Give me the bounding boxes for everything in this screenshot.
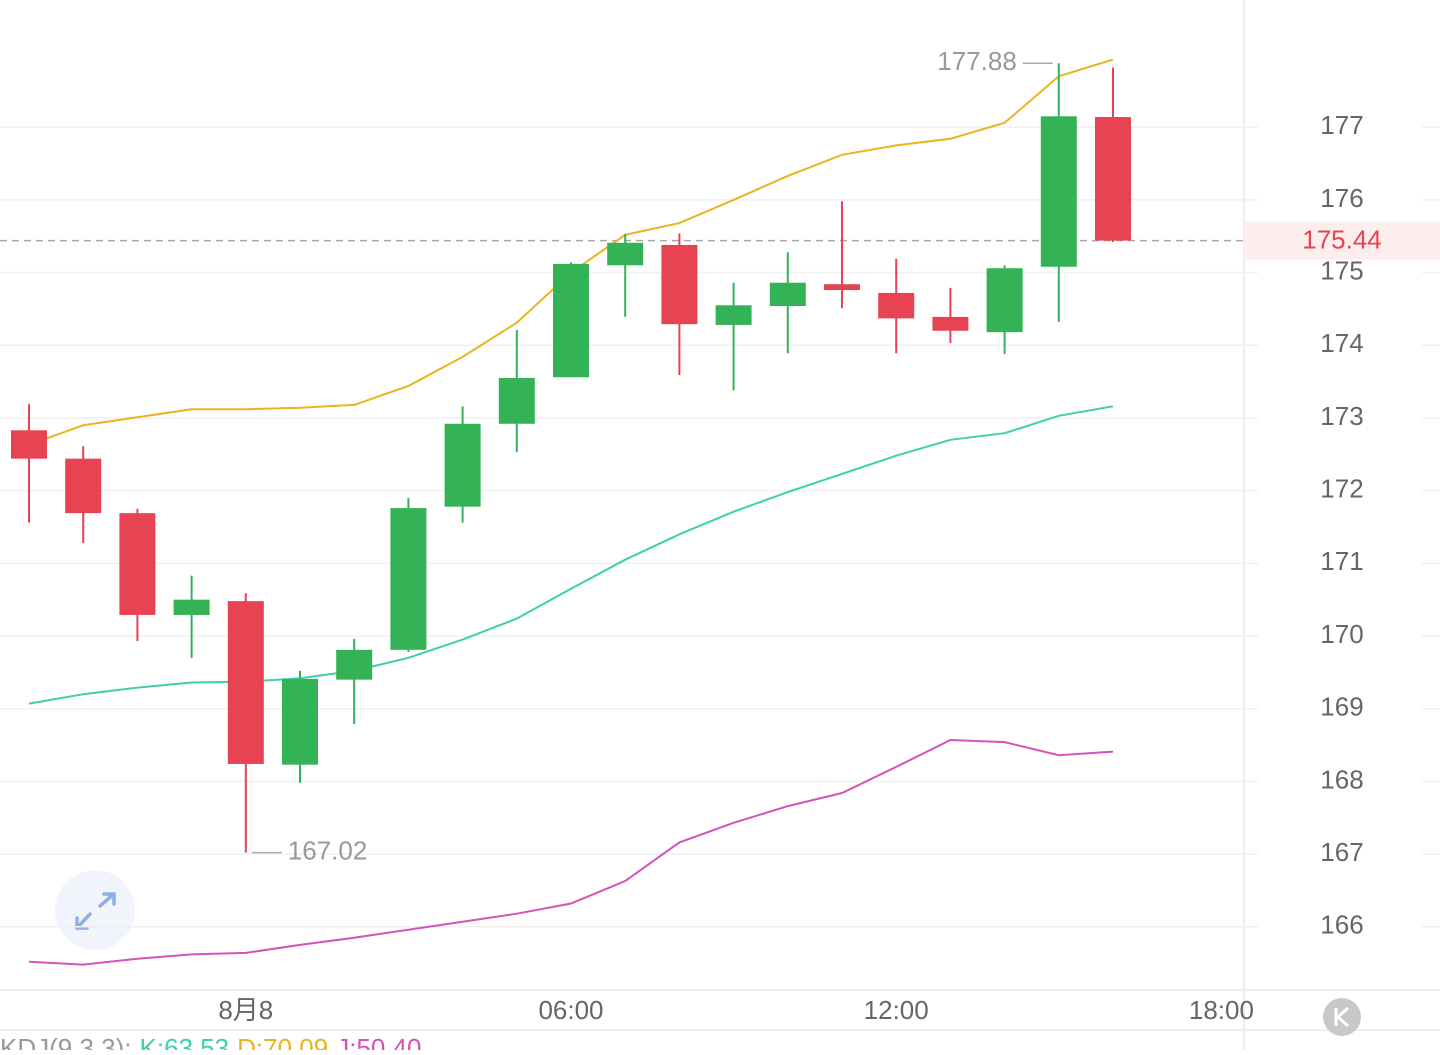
last-price-bg (1244, 221, 1440, 260)
candle-body (498, 377, 535, 424)
band-line (28, 58, 1114, 446)
indicator-value: J:50.40 (336, 1033, 421, 1050)
y-tick-label: 168 (1320, 764, 1363, 794)
candle-body (769, 282, 806, 307)
candle-body (336, 649, 373, 680)
y-tick-label: 166 (1320, 910, 1363, 940)
x-tick-label: 18:00 (1189, 995, 1254, 1025)
candle-body (1095, 117, 1131, 241)
y-tick-label: 167 (1320, 837, 1363, 867)
indicator-label: KDJ(9,3,3): (0, 1033, 132, 1050)
candle-body (661, 244, 698, 325)
candle-body (607, 242, 644, 266)
indicator-value: K:63.53 (140, 1033, 230, 1050)
candle-body (878, 292, 915, 319)
y-tick-label: 170 (1320, 619, 1363, 649)
candle-body (932, 316, 969, 331)
candle-body (715, 305, 752, 325)
x-tick-label: 06:00 (538, 995, 603, 1025)
y-tick-label: 176 (1320, 183, 1363, 213)
candle-body (173, 599, 210, 615)
candle-body (553, 263, 589, 378)
high-label: 177.88 (937, 46, 1017, 76)
k-bg (1323, 998, 1361, 1036)
indicator: KDJ(9,3,3): K:63.53 D:70.09 J:50.40 (0, 1033, 422, 1050)
expand-icon (75, 892, 116, 930)
band-line (28, 738, 1114, 966)
candle-body (444, 423, 481, 507)
candle-body (986, 268, 1023, 333)
k-button[interactable] (1323, 998, 1361, 1036)
candle-body (119, 513, 156, 615)
y-tick-label: 173 (1320, 401, 1363, 431)
low-label: 167.02 (288, 835, 368, 865)
x-tick-label: 8月8 (218, 995, 273, 1025)
indicator-value: D:70.09 (237, 1033, 328, 1050)
y-tick-label: 174 (1320, 328, 1363, 358)
y-tick-label: 177 (1320, 110, 1363, 140)
y-tick-label: 172 (1320, 474, 1363, 504)
y-tick-label: 175 (1320, 255, 1363, 285)
y-tick-label: 169 (1320, 692, 1363, 722)
expand-bg (55, 870, 135, 950)
grid (0, 126, 1440, 928)
y-tick-label: 171 (1320, 546, 1363, 576)
candle-body (11, 430, 47, 459)
x-tick-label: 12:00 (864, 995, 929, 1025)
expand-button[interactable] (55, 870, 135, 950)
k-icon (1334, 1006, 1350, 1028)
candle-body (65, 458, 102, 514)
last-price-label: 175.44 (1302, 224, 1382, 254)
candle-body (824, 284, 860, 291)
band-line (28, 405, 1114, 705)
candle-body (1040, 116, 1077, 267)
candle-body (390, 508, 427, 650)
candle-body (227, 601, 264, 764)
candle-body (282, 678, 318, 765)
